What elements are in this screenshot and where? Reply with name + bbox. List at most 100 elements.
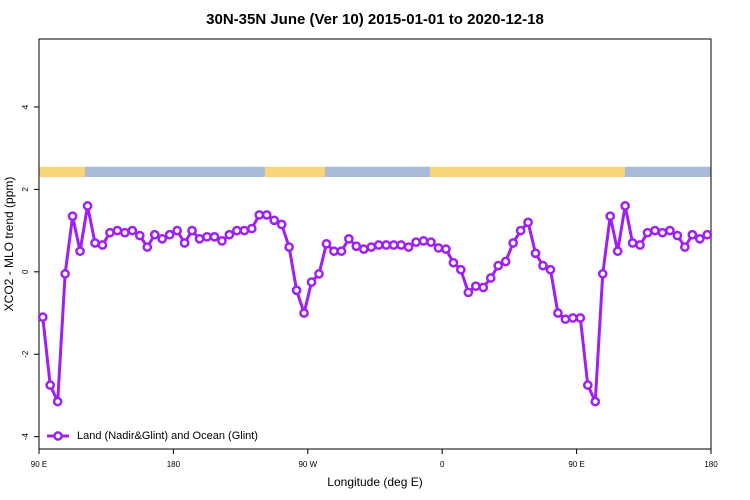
data-point <box>60 269 70 279</box>
data-point <box>336 246 347 257</box>
data-point <box>82 201 93 211</box>
data-point <box>657 227 668 238</box>
data-point <box>485 273 496 283</box>
data-point <box>157 233 168 244</box>
data-point <box>105 227 115 238</box>
data-point <box>127 225 138 236</box>
data-point <box>530 248 541 259</box>
land-ocean-band <box>624 166 711 178</box>
data-point <box>254 210 265 220</box>
y-tick-label: 0 <box>21 269 30 274</box>
y-axis-label: XCO2 - MLO trend (ppm) <box>2 177 16 312</box>
data-point <box>291 285 302 296</box>
plot-frame <box>38 38 712 450</box>
data-point <box>344 233 354 244</box>
data-point <box>553 308 563 318</box>
x-tick-label: 90 E <box>568 460 584 469</box>
data-point <box>299 308 309 318</box>
data-point <box>493 260 504 271</box>
data-point <box>351 241 362 252</box>
data-point <box>90 238 100 248</box>
data-point <box>411 237 421 247</box>
y-tick-label: -2 <box>21 350 30 358</box>
data-point <box>642 227 653 238</box>
data-point <box>97 240 108 250</box>
data-point <box>635 240 645 250</box>
data-point <box>37 312 48 322</box>
data-point <box>597 269 608 279</box>
data-point <box>246 223 257 234</box>
data-point <box>463 287 474 298</box>
data-point <box>276 219 287 230</box>
data-point <box>545 264 556 275</box>
data-point <box>172 225 182 236</box>
data-point <box>582 380 593 390</box>
data-point <box>426 237 436 247</box>
x-tick-label: 180 <box>167 460 181 469</box>
data-point <box>239 225 250 236</box>
data-point <box>575 313 586 323</box>
data-point <box>508 238 518 248</box>
data-point <box>67 211 78 222</box>
legend-label: Land (Nadir&Glint) and Ocean (Glint) <box>77 430 258 442</box>
data-point <box>687 229 698 240</box>
land-ocean-band <box>84 166 265 178</box>
data-point <box>224 229 235 240</box>
data-point <box>620 201 630 211</box>
data-point <box>314 269 324 279</box>
data-point <box>396 240 406 250</box>
data-point <box>45 380 56 390</box>
data-point <box>261 210 272 220</box>
data-point <box>388 240 399 250</box>
data-point <box>373 240 384 250</box>
data-point <box>680 242 690 252</box>
data-point <box>523 217 533 228</box>
y-tick-label: 2 <box>21 187 30 192</box>
data-point <box>120 227 130 238</box>
y-tick-label: -4 <box>21 433 30 441</box>
land-ocean-band <box>324 166 430 178</box>
x-tick-label: 90 W <box>298 460 317 469</box>
data-point <box>217 236 227 246</box>
chart-title: 30N-35N June (Ver 10) 2015-01-01 to 2020… <box>206 11 544 28</box>
data-point <box>470 281 481 292</box>
land-ocean-band <box>264 166 325 178</box>
data-point <box>149 229 160 240</box>
data-point <box>381 240 392 250</box>
data-point <box>358 244 369 255</box>
data-point <box>515 225 526 236</box>
data-point <box>568 313 578 323</box>
data-point <box>433 243 444 253</box>
data-point <box>209 231 220 242</box>
data-point <box>75 246 85 257</box>
data-point <box>232 225 242 236</box>
data-point <box>134 230 145 241</box>
data-point <box>702 229 713 240</box>
data-point <box>112 225 123 236</box>
data-point <box>665 225 675 236</box>
data-point <box>694 233 705 244</box>
data-point <box>179 238 190 248</box>
legend-marker <box>53 431 63 441</box>
x-tick-label: 0 <box>440 460 445 469</box>
data-point <box>269 215 280 226</box>
data-point <box>612 246 623 257</box>
data-point <box>627 238 638 248</box>
data-point <box>194 233 205 244</box>
y-tick-label: 4 <box>21 104 30 109</box>
x-tick-label: 180 <box>704 460 718 469</box>
data-point <box>560 314 571 325</box>
x-axis-label: Longitude (deg E) <box>327 475 422 489</box>
data-point <box>478 282 489 293</box>
data-point <box>329 246 339 257</box>
data-point <box>52 396 63 407</box>
land-ocean-band <box>39 166 85 178</box>
data-point <box>538 260 548 271</box>
data-point <box>605 211 616 222</box>
data-point <box>650 225 660 236</box>
data-point <box>366 242 377 252</box>
data-point <box>187 225 197 236</box>
data-point <box>321 238 332 249</box>
